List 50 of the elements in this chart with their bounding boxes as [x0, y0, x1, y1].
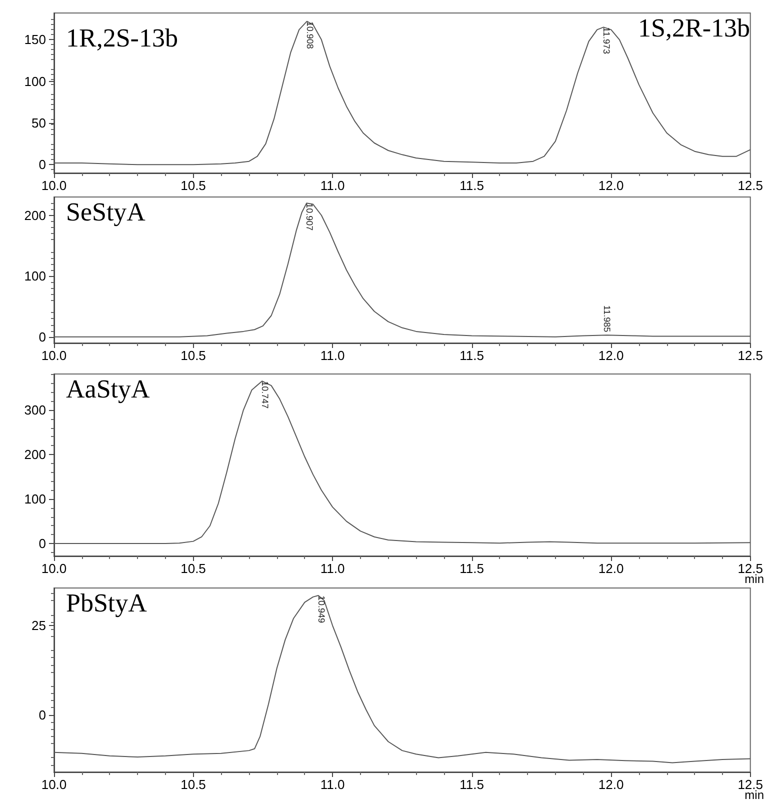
x-tick-label: 10.5	[180, 348, 206, 363]
x-tick-label: 12.5	[738, 178, 764, 193]
y-tick-label: 100	[24, 268, 46, 284]
annotation: 10.908	[304, 21, 315, 49]
y-tick-label: 50	[32, 116, 46, 130]
annotation: 1R,2S-13b	[66, 24, 178, 52]
x-tick-label: 12.0	[598, 777, 624, 792]
x-tick-label: 11.0	[320, 777, 345, 792]
annotation: SeStyA	[66, 198, 146, 226]
x-tick-label: 11.0	[320, 348, 345, 363]
y-tick-label: 0	[38, 157, 46, 172]
annotation: 10.907	[304, 203, 315, 231]
x-tick-label: 11.5	[460, 561, 484, 576]
annotation: PbStyA	[66, 588, 148, 618]
line-series	[54, 595, 751, 764]
y-tick-label: 100	[24, 492, 46, 507]
x-tick-label: 11.5	[460, 777, 484, 792]
x-tick-label: 10.5	[180, 777, 206, 792]
y-tick-label: 0	[38, 536, 46, 552]
annotation: 11.985	[602, 305, 612, 332]
x-tick-label: 10.0	[41, 348, 67, 363]
y-tick-label: 200	[24, 447, 46, 462]
x-tick-label: 11.0	[320, 561, 345, 576]
x-tick-label: 11.5	[460, 348, 484, 363]
y-tick-label: 300	[24, 402, 46, 418]
x-tick-label: 10.0	[41, 178, 67, 193]
y-tick-label: 200	[24, 208, 46, 223]
annotation: AaStyA	[66, 374, 150, 404]
x-tick-label: 12.0	[598, 348, 624, 363]
annotation: 10.949	[316, 596, 326, 624]
line-series	[54, 202, 751, 338]
x-tick-label: 11.5	[460, 178, 484, 193]
annotation: 11.973	[602, 27, 612, 54]
x-tick-label: 12.0	[598, 561, 624, 576]
y-tick-label: 100	[24, 74, 46, 89]
y-tick-label: 150	[24, 32, 46, 48]
x-tick-label: 10.5	[180, 178, 206, 193]
x-tick-label: 12.0	[598, 178, 624, 193]
line-series	[54, 20, 751, 166]
x-tick-label: 10.0	[41, 777, 67, 792]
annotation: 10.747	[260, 381, 270, 409]
y-tick-label: 0	[38, 707, 46, 722]
x-tick-label: 11.0	[320, 178, 345, 193]
annotation: 1S,2R-13b	[638, 14, 750, 42]
line-series	[54, 380, 751, 544]
y-tick-label: 0	[38, 329, 46, 344]
y-tick-label: 25	[32, 618, 46, 634]
x-tick-label: 12.5	[738, 348, 764, 363]
x-tick-label: 10.0	[41, 561, 67, 576]
x-tick-label: 10.5	[180, 561, 206, 576]
